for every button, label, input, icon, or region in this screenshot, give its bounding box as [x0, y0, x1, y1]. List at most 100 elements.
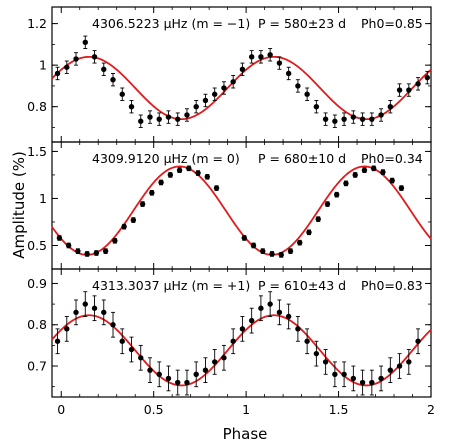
point-marker: [332, 371, 338, 377]
data-point: [396, 83, 403, 97]
data-point: [75, 248, 81, 254]
y-tick-label: 0.8: [27, 99, 47, 114]
point-marker: [239, 326, 246, 332]
frequency-label: 4306.5223 μHz (m = −1): [92, 16, 250, 31]
data-point: [332, 361, 338, 388]
point-marker: [415, 338, 421, 344]
point-marker: [389, 177, 395, 184]
data-point: [147, 357, 153, 383]
data-point: [352, 172, 358, 178]
data-point: [341, 112, 347, 126]
point-marker: [91, 54, 98, 60]
data-point: [343, 180, 349, 187]
data-point: [359, 369, 366, 396]
point-marker: [202, 367, 209, 373]
point-marker: [334, 191, 340, 198]
point-marker: [82, 301, 88, 307]
point-marker: [211, 91, 218, 97]
point-marker: [313, 350, 320, 357]
data-point: [322, 349, 329, 375]
y-tick-label: 1: [39, 191, 47, 206]
data-point: [369, 369, 375, 396]
data-point: [221, 81, 227, 95]
y-tick-label: 0.5: [27, 238, 47, 253]
data-point: [239, 316, 246, 342]
point-marker: [195, 170, 201, 176]
point-marker: [269, 251, 275, 257]
frequency-label: 4313.3037 μHz (m = +1): [92, 278, 250, 293]
point-marker: [285, 313, 292, 320]
data-point: [267, 48, 273, 62]
point-marker: [84, 251, 90, 257]
phase0-label: Ph0=0.83: [361, 278, 423, 293]
point-marker: [230, 79, 236, 85]
data-point: [121, 223, 127, 230]
period-label: P = 580±23 d: [258, 16, 346, 31]
data-point: [285, 66, 292, 81]
point-marker: [82, 39, 88, 46]
point-marker: [387, 103, 394, 110]
point-marker: [230, 338, 236, 344]
point-marker: [73, 56, 79, 62]
data-point: [350, 365, 357, 392]
point-marker: [297, 239, 303, 246]
data-point: [424, 70, 431, 85]
data-point: [276, 56, 283, 70]
data-point: [406, 83, 412, 97]
x-tick-label: 1.5: [329, 402, 349, 417]
point-marker: [239, 66, 246, 73]
point-marker: [350, 114, 357, 120]
data-point: [91, 50, 98, 64]
point-marker: [202, 97, 209, 104]
data-point: [285, 303, 292, 330]
point-marker: [130, 217, 137, 223]
data-point: [73, 52, 79, 66]
data-point: [378, 365, 384, 392]
data-point: [204, 174, 210, 180]
point-marker: [359, 379, 366, 386]
point-marker: [341, 371, 347, 377]
data-point: [313, 340, 320, 367]
point-marker: [322, 116, 329, 122]
point-marker: [139, 201, 146, 207]
data-point: [230, 328, 236, 355]
data-point: [158, 179, 164, 186]
point-marker: [359, 116, 366, 122]
data-point: [147, 110, 153, 124]
point-marker: [213, 185, 220, 191]
data-point: [313, 100, 320, 114]
point-marker: [54, 338, 61, 344]
point-marker: [306, 229, 312, 236]
data-point: [128, 100, 135, 114]
point-marker: [54, 70, 61, 77]
data-point: [387, 357, 394, 383]
point-marker: [165, 114, 172, 120]
data-point: [396, 353, 403, 379]
data-point: [110, 311, 116, 338]
point-marker: [128, 103, 135, 110]
data-point: [184, 369, 190, 396]
data-point: [359, 112, 366, 126]
point-marker: [322, 359, 329, 365]
data-point: [193, 100, 199, 114]
point-marker: [204, 174, 210, 180]
point-marker: [211, 359, 218, 365]
data-point: [175, 112, 181, 126]
point-marker: [285, 70, 292, 77]
panel-3: 0.7 0.8 0.9 4313.3037 μHz (m = +1) P = 610±4…: [27, 268, 432, 398]
y-tick-label: 1: [39, 58, 47, 73]
point-marker: [128, 346, 135, 353]
data-point: [389, 177, 395, 184]
point-marker: [110, 76, 116, 83]
point-marker: [378, 375, 384, 382]
point-marker: [267, 301, 273, 307]
data-point: [195, 170, 201, 176]
point-marker: [278, 252, 284, 258]
point-marker: [158, 179, 164, 186]
data-point: [213, 185, 220, 191]
data-point: [138, 344, 144, 371]
data-point: [241, 235, 247, 241]
data-point: [239, 62, 246, 76]
data-point: [341, 361, 347, 388]
